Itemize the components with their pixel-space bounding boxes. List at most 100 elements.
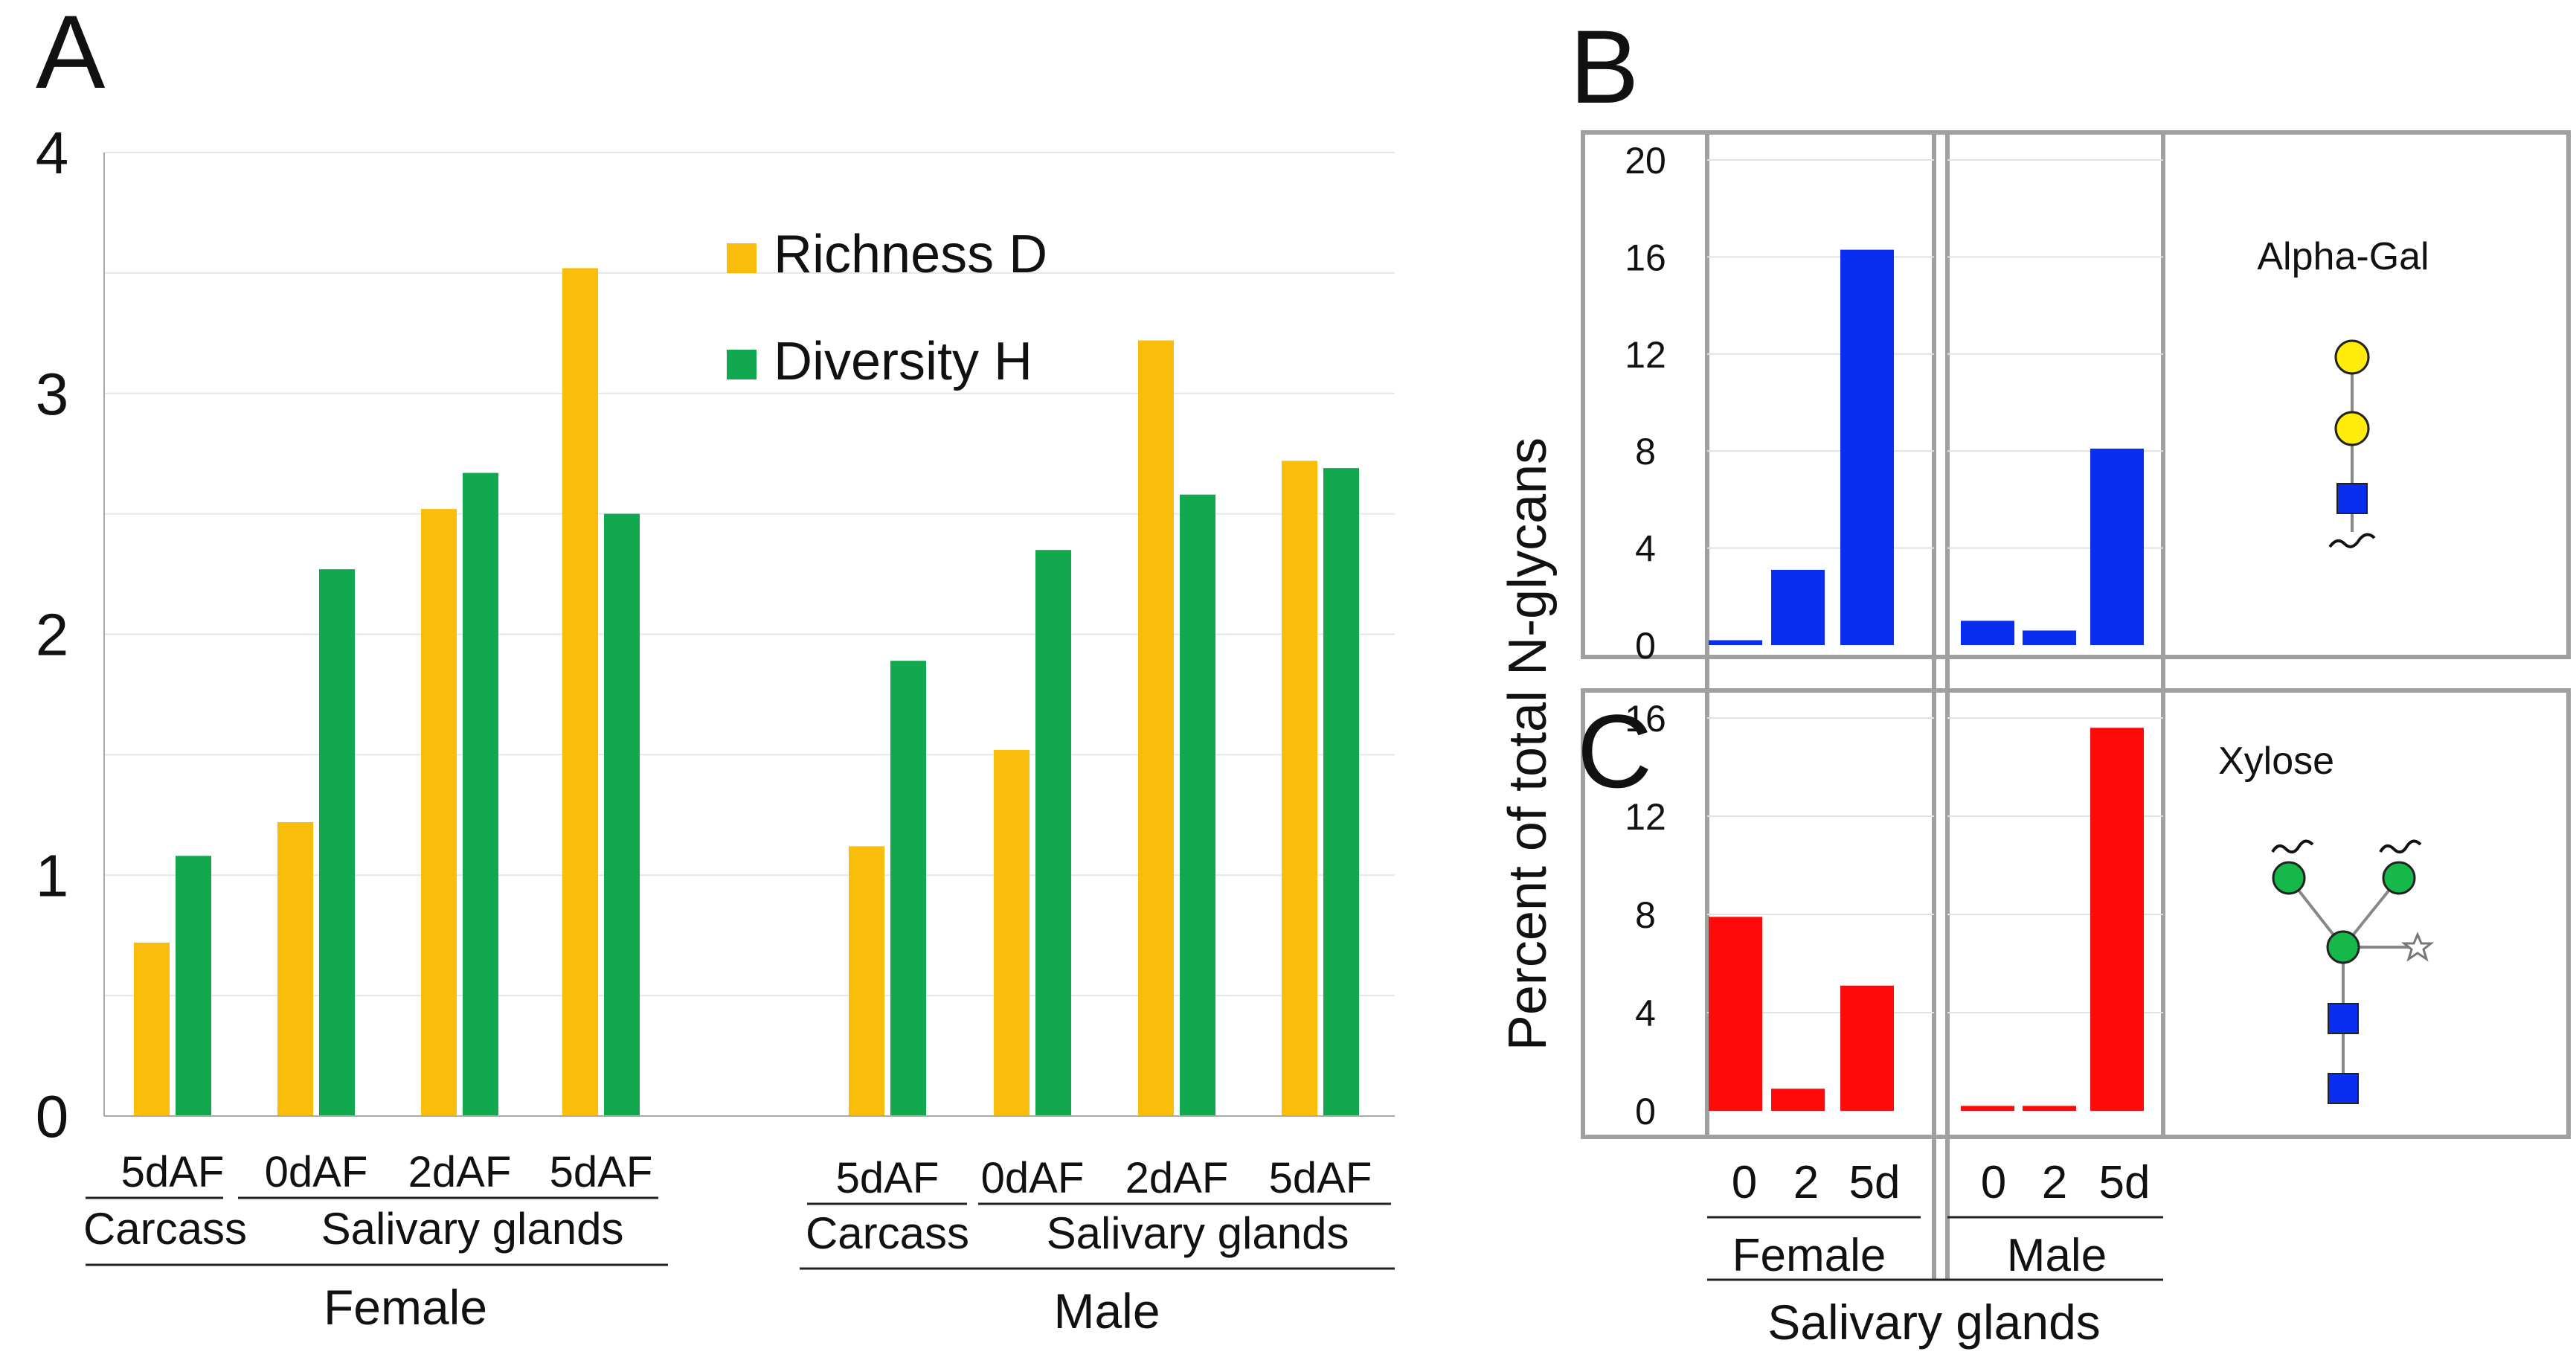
legend-swatch-diversity <box>727 350 757 379</box>
category-label: 2dAF <box>408 1148 512 1196</box>
tissue-label-salivary-female: Salivary glands <box>321 1204 624 1254</box>
bar-male <box>2090 448 2144 645</box>
panel-a-y-ticks: 0 1 2 3 4 <box>36 120 69 1150</box>
panel-a-category-labels: 5dAF 0dAF 2dAF 5dAF 5dAF 0dAF 2dAF 5dAF <box>121 1148 1372 1202</box>
frame-b <box>1581 130 2571 659</box>
mannose-icon <box>2382 861 2416 895</box>
legend-swatch-richness <box>727 243 757 273</box>
bar-diversity <box>890 661 926 1116</box>
mannose-icon <box>2272 861 2306 895</box>
bar-female <box>1709 640 1762 645</box>
frame-c <box>1581 688 2571 1139</box>
category-label: 0dAF <box>265 1148 368 1196</box>
y-tick-label: 0 <box>36 1083 69 1150</box>
bar-diversity <box>463 472 498 1116</box>
panel-letter-a: A <box>36 0 106 110</box>
galactose-icon <box>2334 411 2370 446</box>
reducing-end-icon <box>2379 839 2422 854</box>
category-label: 5d <box>2099 1157 2151 1208</box>
bar-diversity <box>1035 550 1071 1116</box>
panel-letter-c: C <box>1577 693 1652 809</box>
tissue-label-carcass-male: Carcass <box>806 1208 969 1258</box>
alpha-gal-glycan-diagram <box>2328 339 2376 548</box>
sex-label-male: Male <box>1053 1283 1160 1338</box>
panel-bc-sex-label-female: Female <box>1732 1230 1886 1281</box>
sex-label-female: Female <box>324 1280 487 1335</box>
y-tick-label: 4 <box>36 120 69 186</box>
y-tick-label: 4 <box>1635 528 1656 570</box>
category-label: 5d <box>1849 1157 1901 1208</box>
bar-female <box>1840 985 1894 1111</box>
panel-c-chart: 0 4 8 12 16 <box>1625 698 2163 1132</box>
bar-male <box>1961 621 2014 645</box>
bar-female <box>1840 249 1894 645</box>
bar-male <box>1961 1106 2014 1111</box>
bar-richness <box>1138 340 1174 1116</box>
y-tick-label: 12 <box>1625 796 1666 838</box>
bar-richness <box>277 822 313 1116</box>
bar-diversity <box>319 569 355 1116</box>
y-tick-label: 2 <box>36 602 69 668</box>
y-tick-label: 4 <box>1635 993 1656 1034</box>
bar-richness <box>562 268 598 1116</box>
panel-bc-group-labels: Female Male Salivary glands <box>1707 1216 2163 1350</box>
bar-richness <box>134 942 170 1116</box>
bar-diversity <box>176 856 211 1116</box>
bar-female <box>1771 569 1825 645</box>
bar-richness <box>421 509 457 1116</box>
glcnac-icon <box>2336 483 2368 514</box>
panel-c-x-axis-label: Salivary glands <box>1767 1295 2101 1350</box>
mannose-icon <box>2326 930 2360 964</box>
bar-richness <box>1282 461 1317 1116</box>
panel-c-title: Xylose <box>2218 740 2334 783</box>
category-label: 2 <box>2042 1157 2067 1208</box>
legend-label-diversity: Diversity H <box>774 332 1032 391</box>
panel-b-title: Alpha-Gal <box>2257 235 2429 278</box>
xylose-glycan-diagram <box>2271 839 2435 1104</box>
bar-diversity <box>1323 468 1359 1116</box>
legend-label-richness: Richness D <box>774 225 1047 284</box>
bar-diversity <box>604 513 640 1116</box>
panel-a-group-labels: Carcass Salivary glands Female Carcass S… <box>83 1196 1395 1338</box>
panel-b-chart: 0 4 8 12 16 20 <box>1625 140 2163 667</box>
panel-a-bars <box>134 268 1359 1116</box>
bar-male <box>2090 728 2144 1111</box>
category-label: 0dAF <box>981 1154 1085 1202</box>
y-tick-label: 0 <box>1635 625 1656 667</box>
bar-diversity <box>1180 494 1215 1116</box>
category-label: 5dAF <box>1269 1154 1372 1202</box>
panel-bc-category-labels: 0 2 5d 0 2 5d <box>1732 1157 2151 1208</box>
y-tick-label: 20 <box>1625 140 1666 182</box>
bar-female <box>1709 917 1762 1111</box>
reducing-end-icon <box>2328 533 2376 548</box>
category-label: 5dAF <box>836 1154 939 1202</box>
bar-female <box>1771 1089 1825 1111</box>
y-tick-label: 0 <box>1635 1091 1656 1132</box>
y-tick-label: 16 <box>1625 237 1666 278</box>
y-tick-label: 16 <box>1625 698 1666 740</box>
panel-a-legend: Richness D Diversity H <box>727 225 1047 391</box>
glcnac-icon <box>2328 1073 2359 1104</box>
tissue-label-salivary-male: Salivary glands <box>1047 1208 1349 1258</box>
category-label: 5dAF <box>550 1148 653 1196</box>
y-tick-label: 8 <box>1635 431 1656 472</box>
category-label: 0 <box>1732 1157 1757 1208</box>
tissue-label-carcass-female: Carcass <box>83 1204 247 1254</box>
y-tick-label: 12 <box>1625 334 1666 376</box>
bar-richness <box>994 749 1030 1116</box>
glcnac-icon <box>2328 1003 2359 1034</box>
y-tick-label: 8 <box>1635 894 1656 936</box>
panel-bc-sex-label-male: Male <box>2007 1230 2107 1281</box>
bar-male <box>2023 630 2076 645</box>
panel-bc-frames <box>1581 130 2571 1280</box>
category-label: 2 <box>1793 1157 1819 1208</box>
reducing-end-icon <box>2271 839 2314 854</box>
category-label: 2dAF <box>1125 1154 1229 1202</box>
bar-richness <box>849 846 884 1116</box>
y-tick-label: 1 <box>36 842 69 908</box>
bar-male <box>2023 1106 2076 1111</box>
y-tick-label: 3 <box>36 361 69 427</box>
shared-y-axis-label: Percent of total N-glycans <box>1498 437 1558 1051</box>
category-label: 5dAF <box>121 1148 225 1196</box>
